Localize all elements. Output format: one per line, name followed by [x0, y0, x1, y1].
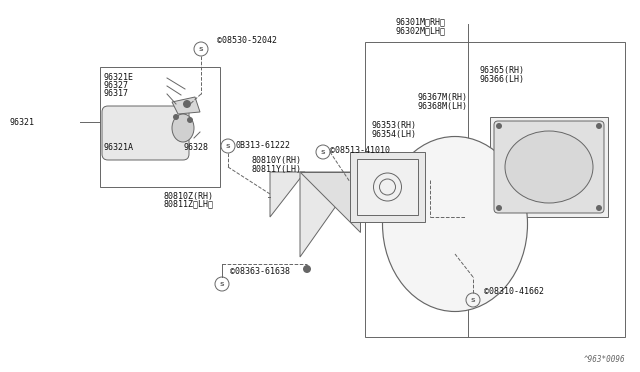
Circle shape: [173, 114, 179, 120]
Text: ^963*0096: ^963*0096: [584, 355, 625, 364]
Circle shape: [596, 123, 602, 129]
Text: S: S: [226, 144, 230, 148]
Text: 80811Z〈LH〉: 80811Z〈LH〉: [163, 199, 213, 208]
Bar: [100, 67, 220, 187]
Text: 96327: 96327: [103, 80, 128, 90]
Bar: [357, 159, 418, 215]
Ellipse shape: [383, 137, 527, 311]
Ellipse shape: [505, 131, 593, 203]
Text: 96321E: 96321E: [103, 73, 133, 81]
Polygon shape: [172, 97, 200, 114]
FancyBboxPatch shape: [494, 121, 604, 213]
Text: S: S: [220, 282, 224, 286]
Text: ©08363-61638: ©08363-61638: [230, 267, 290, 276]
FancyBboxPatch shape: [102, 106, 189, 160]
Polygon shape: [270, 172, 305, 217]
Text: S: S: [198, 46, 204, 51]
Text: 80811Y(LH): 80811Y(LH): [252, 164, 302, 173]
Text: 96317: 96317: [103, 89, 128, 97]
Text: 96366(LH): 96366(LH): [480, 74, 525, 83]
Bar: [490, 117, 608, 217]
Text: 80810Y(RH): 80810Y(RH): [252, 155, 302, 164]
Bar: [365, 42, 625, 337]
Text: S: S: [321, 150, 325, 154]
Text: 96302M〈LH〉: 96302M〈LH〉: [395, 26, 445, 35]
Circle shape: [496, 205, 502, 211]
Text: 0B313-61222: 0B313-61222: [236, 141, 291, 150]
Text: 96354(LH): 96354(LH): [372, 129, 417, 138]
Text: ©08530-52042: ©08530-52042: [217, 35, 277, 45]
Text: 96365(RH): 96365(RH): [480, 65, 525, 74]
Text: 96328: 96328: [183, 142, 208, 151]
Circle shape: [596, 205, 602, 211]
Text: 96367M(RH): 96367M(RH): [418, 93, 468, 102]
Text: ©08310-41662: ©08310-41662: [484, 288, 544, 296]
Text: 96321A: 96321A: [103, 142, 133, 151]
Circle shape: [187, 117, 193, 123]
Text: 96368M(LH): 96368M(LH): [418, 102, 468, 110]
Text: 96301M〈RH〉: 96301M〈RH〉: [395, 17, 445, 26]
Text: ©08513-41010: ©08513-41010: [330, 145, 390, 154]
Text: 96353(RH): 96353(RH): [372, 121, 417, 129]
Circle shape: [303, 265, 311, 273]
Text: 96321: 96321: [10, 118, 35, 126]
Text: S: S: [470, 298, 476, 302]
Polygon shape: [300, 172, 360, 257]
Circle shape: [183, 100, 191, 108]
Bar: [350, 152, 425, 222]
Ellipse shape: [172, 114, 194, 142]
Text: 80810Z(RH): 80810Z(RH): [163, 192, 213, 201]
Circle shape: [496, 123, 502, 129]
Polygon shape: [300, 172, 360, 232]
